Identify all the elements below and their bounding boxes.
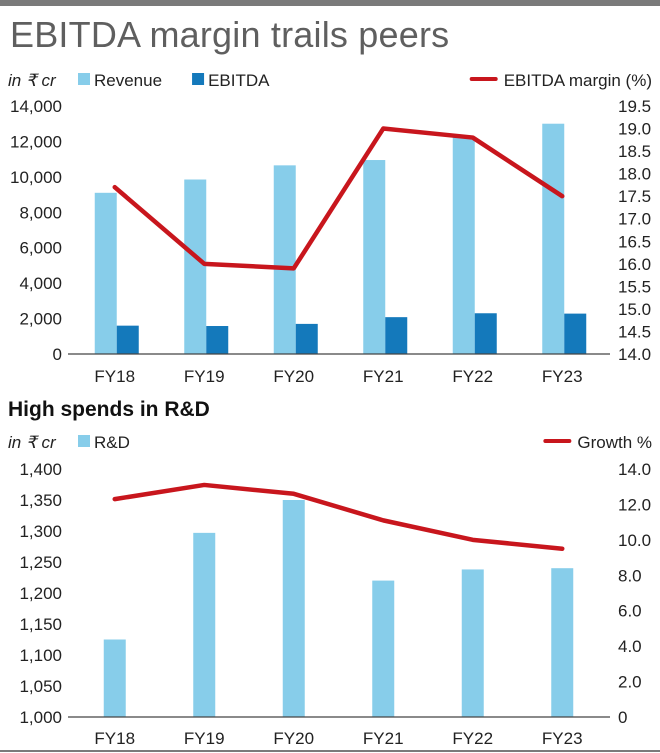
chart1-xtick-fy22: FY22 <box>452 367 493 386</box>
chart1-ytick-right-17.5: 17.5 <box>618 187 651 206</box>
chart1-ytick-right-18.5: 18.5 <box>618 142 651 161</box>
page-title: EBITDA margin trails peers <box>10 14 450 55</box>
chart2-bar-r-d-fy20 <box>282 500 305 717</box>
chart1-legend-swatch-1 <box>78 73 90 85</box>
chart2-ytick-right-2.0: 2.0 <box>618 673 642 692</box>
chart1-xtick-fy23: FY23 <box>542 367 583 386</box>
chart1-ytick-left-4,000: 4,000 <box>19 274 62 293</box>
chart2-xtick-fy21: FY21 <box>363 729 404 748</box>
chart2-ytick-right-4.0: 4.0 <box>618 637 642 656</box>
chart2-ytick-right-10.0: 10.0 <box>618 531 651 550</box>
chart2-xtick-fy22: FY22 <box>452 729 493 748</box>
chart2-legend-swatch-1 <box>78 435 90 447</box>
chart2-legend-line-label: Growth % <box>577 433 652 452</box>
chart1-ytick-left-2,000: 2,000 <box>19 310 62 329</box>
chart1-bar-revenue-fy19 <box>184 179 207 354</box>
chart2-ytick-left-1,100: 1,100 <box>19 646 62 665</box>
chart1-bar-ebitda-fy18 <box>116 325 139 354</box>
chart2-ytick-right-12.0: 12.0 <box>618 495 651 514</box>
chart1-bar-revenue-fy21 <box>363 160 386 354</box>
chart1-bar-revenue-fy23 <box>542 123 565 354</box>
chart1-line-ebitda-margin- <box>112 126 565 271</box>
chart1-xtick-fy20: FY20 <box>273 367 314 386</box>
chart2-xtick-fy19: FY19 <box>184 729 225 748</box>
chart1-ytick-right-15.5: 15.5 <box>618 277 651 296</box>
chart2-ytick-left-1,350: 1,350 <box>19 491 62 510</box>
chart2-bar-r-d-fy18 <box>103 639 126 717</box>
chart2-ytick-left-1,400: 1,400 <box>19 460 62 479</box>
chart2-ytick-left-1,000: 1,000 <box>19 708 62 727</box>
chart1-legend-line-label: EBITDA margin (%) <box>504 71 652 90</box>
chart1-bar-ebitda-fy21 <box>385 317 408 354</box>
chart2-bar-r-d-fy21 <box>372 580 395 717</box>
chart1-ytick-right-17.0: 17.0 <box>618 210 651 229</box>
chart2-ytick-left-1,300: 1,300 <box>19 522 62 541</box>
chart1-bar-revenue-fy20 <box>273 165 296 354</box>
chart2-line-growth- <box>112 482 565 551</box>
chart2-bar-r-d-fy22 <box>461 569 484 717</box>
chart2-ytick-left-1,050: 1,050 <box>19 677 62 696</box>
chart2-ytick-left-1,150: 1,150 <box>19 615 62 634</box>
chart2-unit-label: in ₹ cr <box>8 433 57 452</box>
chart2-ytick-right-6.0: 6.0 <box>618 602 642 621</box>
top-rule <box>0 0 660 6</box>
chart2-ytick-right-8.0: 8.0 <box>618 566 642 585</box>
chart2-xtick-fy23: FY23 <box>542 729 583 748</box>
chart1-ytick-left-0: 0 <box>53 345 62 364</box>
chart1-ytick-right-15.0: 15.0 <box>618 300 651 319</box>
chart1-xtick-fy21: FY21 <box>363 367 404 386</box>
chart1-bar-revenue-fy22 <box>452 137 475 354</box>
chart1-bar-ebitda-fy23 <box>564 313 587 354</box>
chart1-ytick-left-8,000: 8,000 <box>19 203 62 222</box>
chart2-ytick-right-0: 0 <box>618 708 627 727</box>
chart1-xtick-fy18: FY18 <box>94 367 135 386</box>
chart1-legend-label-2: EBITDA <box>208 71 270 90</box>
chart1-ytick-right-14.0: 14.0 <box>618 345 651 364</box>
chart1-bar-ebitda-fy22 <box>474 313 497 354</box>
chart1-ytick-right-18.0: 18.0 <box>618 165 651 184</box>
chart1-xtick-fy19: FY19 <box>184 367 225 386</box>
chart1-ytick-right-19.5: 19.5 <box>618 97 651 116</box>
chart1-ytick-left-10,000: 10,000 <box>10 168 62 187</box>
chart1-ytick-right-16.5: 16.5 <box>618 232 651 251</box>
chart1-ytick-right-16.0: 16.0 <box>618 255 651 274</box>
chart2-xtick-fy18: FY18 <box>94 729 135 748</box>
chart2-bar-r-d-fy23 <box>551 568 574 717</box>
chart2-ytick-right-14.0: 14.0 <box>618 460 651 479</box>
chart1-ytick-right-19.0: 19.0 <box>618 120 651 139</box>
chart2-ytick-left-1,250: 1,250 <box>19 553 62 572</box>
chart1-ytick-right-14.5: 14.5 <box>618 322 651 341</box>
chart1-legend-label-1: Revenue <box>94 71 162 90</box>
chart2-legend-label-1: R&D <box>94 433 130 452</box>
chart1-bar-revenue-fy18 <box>94 192 117 354</box>
chart1-ytick-left-6,000: 6,000 <box>19 239 62 258</box>
chart2-title: High spends in R&D <box>8 398 210 421</box>
chart1-bar-ebitda-fy19 <box>206 326 229 354</box>
chart1-unit-label: in ₹ cr <box>8 71 57 90</box>
chart1-legend-swatch-2 <box>192 73 205 85</box>
chart2-ytick-left-1,200: 1,200 <box>19 584 62 603</box>
chart1-ytick-left-12,000: 12,000 <box>10 132 62 151</box>
chart2-xtick-fy20: FY20 <box>273 729 314 748</box>
chart1-bar-ebitda-fy20 <box>295 323 318 354</box>
chart2-bar-r-d-fy19 <box>193 532 216 717</box>
chart1-ytick-left-14,000: 14,000 <box>10 97 62 116</box>
